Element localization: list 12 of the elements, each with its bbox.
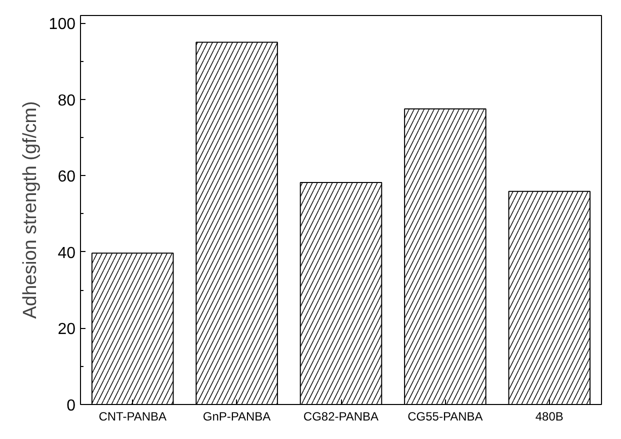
x-tick-label: CG82-PANBA (303, 410, 379, 424)
y-tick-label: 20 (58, 321, 76, 338)
x-tick-label: 480B (535, 410, 564, 424)
y-tick-label: 0 (66, 398, 76, 414)
x-tick-label: GnP-PANBA (202, 410, 271, 424)
y-tick-label: 40 (58, 244, 76, 262)
y-tick-label: 80 (58, 92, 76, 110)
x-tick-label: CNT-PANBA (98, 410, 167, 424)
x-tick-label: CG55-PANBA (408, 410, 483, 424)
y-tick-label: 60 (58, 168, 76, 186)
y-tick-label: 100 (48, 16, 76, 34)
y-axis-title: Adhesion strength (gf/cm) (20, 101, 41, 319)
